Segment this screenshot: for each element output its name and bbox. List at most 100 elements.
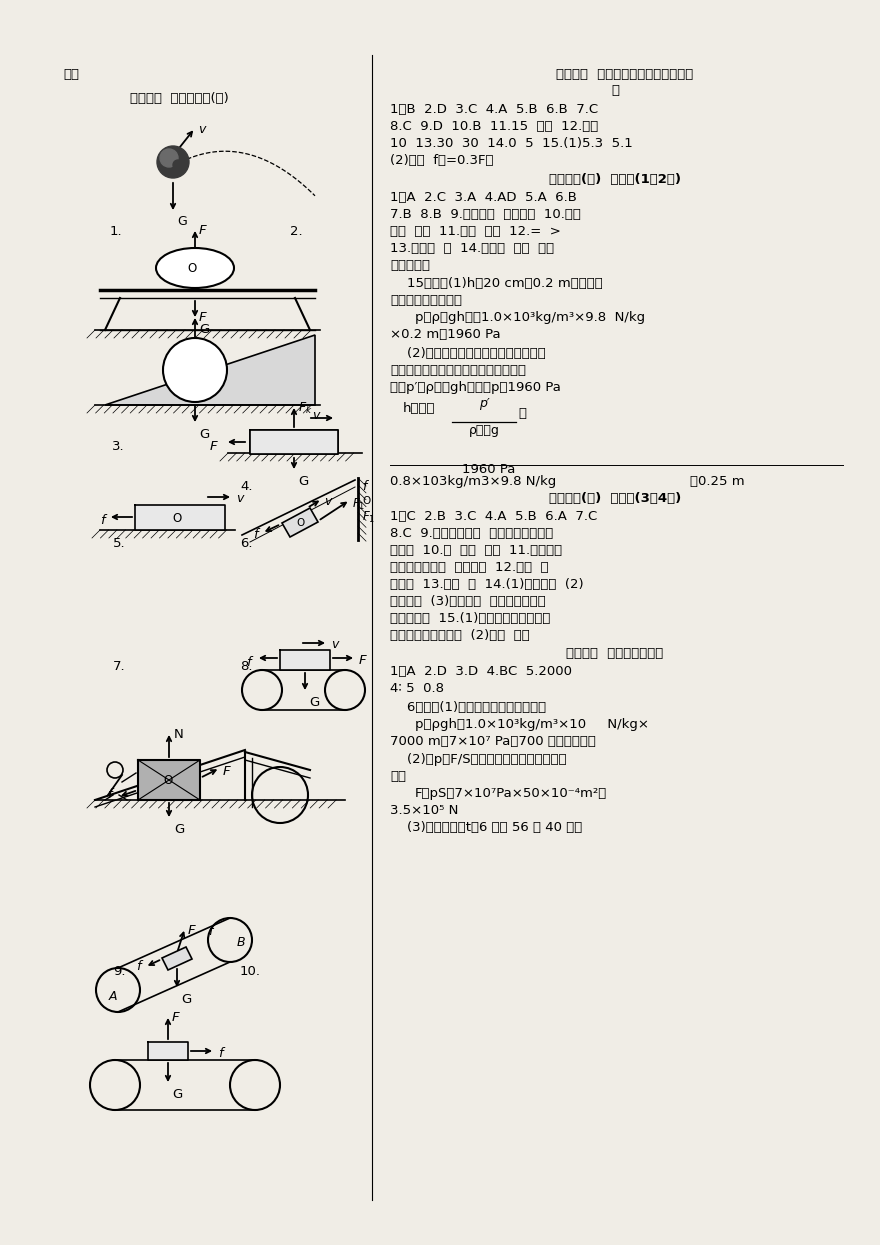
Text: 1.: 1. — [110, 225, 122, 238]
Text: B: B — [237, 936, 246, 950]
Text: 重难专题  压强的综合计算: 重难专题 压强的综合计算 — [567, 647, 664, 660]
Text: (3)上浮时间：t＝6 小时 56 分 40 秒＝: (3)上浮时间：t＝6 小时 56 分 40 秒＝ — [390, 820, 583, 834]
Text: G: G — [199, 428, 209, 441]
Polygon shape — [282, 508, 318, 537]
Circle shape — [173, 161, 183, 171]
Text: 1．B  2.D  3.C  4.A  5.B  6.B  7.C: 1．B 2.D 3.C 4.A 5.B 6.B 7.C — [390, 103, 598, 116]
Text: p＝ρ水gh水＝1.0×10³kg/m³×9.8  N/kg: p＝ρ水gh水＝1.0×10³kg/m³×9.8 N/kg — [415, 311, 645, 324]
FancyBboxPatch shape — [250, 430, 338, 454]
Text: ×0.2 m＝1960 Pa: ×0.2 m＝1960 Pa — [390, 327, 501, 341]
Text: $F_1$: $F_1$ — [352, 497, 365, 512]
Text: f: f — [136, 960, 141, 974]
Text: G: G — [199, 322, 209, 336]
Text: 变大  不变  11.大于  大于  12.=  >: 变大 不变 11.大于 大于 12.= > — [390, 225, 561, 238]
Text: 7.: 7. — [113, 660, 126, 674]
Text: (2)塑料片刚好脱落时，塑料片受到水: (2)塑料片刚好脱落时，塑料片受到水 — [390, 347, 546, 360]
Text: 1．A  2.D  3.D  4.BC  5.2000: 1．A 2.D 3.D 4.BC 5.2000 — [390, 665, 572, 679]
FancyBboxPatch shape — [135, 505, 225, 530]
Text: 液体的密度: 液体的密度 — [390, 259, 430, 271]
Text: G: G — [181, 994, 191, 1006]
Text: O: O — [296, 518, 304, 528]
Circle shape — [157, 146, 189, 178]
Text: 1．A  2.C  3.A  4.AD  5.A  6.B: 1．A 2.C 3.A 4.AD 5.A 6.B — [390, 190, 577, 204]
Text: G: G — [172, 1088, 182, 1101]
Text: G: G — [177, 215, 187, 228]
Text: 7000 m＝7×10⁷ Pa＝700 个标准大气压: 7000 m＝7×10⁷ Pa＝700 个标准大气压 — [390, 735, 596, 748]
Text: $F_1$: $F_1$ — [362, 510, 375, 525]
Text: 15．解：(1)h＝20 cm＝0.2 m，塑料片: 15．解：(1)h＝20 cm＝0.2 m，塑料片 — [390, 276, 603, 290]
Text: h酒精＝: h酒精＝ — [403, 402, 436, 415]
Text: 10  13.30  30  14.0  5  15.(1)5.3  5.1: 10 13.30 30 14.0 5 15.(1)5.3 5.1 — [390, 137, 633, 149]
Text: 6．解：(1)潜水器受到的海水压强：: 6．解：(1)潜水器受到的海水压强： — [390, 701, 546, 713]
Text: f: f — [100, 514, 105, 528]
Text: 进阶测评(三)  第九章(1～2节): 进阶测评(三) 第九章(1～2节) — [549, 173, 681, 186]
Text: F: F — [199, 311, 207, 324]
Polygon shape — [105, 335, 315, 405]
Text: 强越小  13.大于  下  14.(1)大气压强  (2): 强越小 13.大于 下 14.(1)大气压强 (2) — [390, 578, 583, 591]
Text: 4.: 4. — [240, 481, 253, 493]
Text: N: N — [174, 728, 184, 741]
Text: ＝0.25 m: ＝0.25 m — [690, 476, 744, 488]
Text: 1960 Pa: 1960 Pa — [462, 463, 516, 476]
Text: 以，p′＝ρ酒精gh酒精＝p＝1960 Pa: 以，p′＝ρ酒精gh酒精＝p＝1960 Pa — [390, 381, 561, 393]
Text: 8.: 8. — [240, 660, 253, 674]
Text: 9.: 9. — [113, 965, 126, 979]
Text: G: G — [174, 823, 184, 835]
Text: G: G — [298, 476, 308, 488]
Text: (2)匀速  f摩=0.3F压: (2)匀速 f摩=0.3F压 — [390, 154, 494, 167]
Text: ρ酒精g: ρ酒精g — [468, 425, 500, 437]
Text: p＝ρgh＝1.0×10³kg/m³×10     N/kg×: p＝ρgh＝1.0×10³kg/m³×10 N/kg× — [415, 718, 649, 731]
Text: 作图专题  力的示意图(二): 作图专题 力的示意图(二) — [130, 92, 229, 105]
Text: v: v — [312, 410, 319, 422]
Text: ＝: ＝ — [518, 407, 526, 420]
Text: f: f — [362, 481, 366, 493]
FancyBboxPatch shape — [280, 650, 330, 670]
Text: F＝pS＝7×10⁷Pa×50×10⁻⁴m²＝: F＝pS＝7×10⁷Pa×50×10⁻⁴m²＝ — [415, 787, 607, 801]
Text: 3.5×10⁵ N: 3.5×10⁵ N — [390, 804, 458, 817]
Text: 8.C  9.大气压的作用  气体流速越大，压: 8.C 9.大气压的作用 气体流速越大，压 — [390, 527, 554, 540]
Text: v: v — [324, 496, 332, 508]
Text: 摩擦: 摩擦 — [63, 68, 79, 81]
Text: 快，压强小  15.(1)管内外水银面高度差: 快，压强小 15.(1)管内外水银面高度差 — [390, 613, 550, 625]
Text: 管内水银柱高度增大  (2)不会  不会: 管内水银柱高度增大 (2)不会 不会 — [390, 629, 530, 642]
Polygon shape — [162, 947, 192, 970]
Text: O: O — [163, 774, 172, 788]
Text: A: A — [109, 990, 118, 1002]
Text: 4∶ 5  0.8: 4∶ 5 0.8 — [390, 682, 444, 695]
Text: 2.: 2. — [290, 225, 303, 238]
Text: 7.B  8.B  9.增大压强  增大摩擦  10.不变: 7.B 8.B 9.增大压强 增大摩擦 10.不变 — [390, 208, 581, 222]
FancyBboxPatch shape — [138, 759, 200, 801]
Text: 1．C  2.B  3.C  4.A  5.B  6.A  7.C: 1．C 2.B 3.C 4.A 5.B 6.A 7.C — [390, 510, 598, 523]
Text: O: O — [172, 513, 181, 525]
FancyBboxPatch shape — [148, 1042, 188, 1059]
Text: 0.8×103kg/m3×9.8 N/kg: 0.8×103kg/m3×9.8 N/kg — [390, 476, 556, 488]
Circle shape — [163, 337, 227, 402]
Text: 进阶测评(四)  第九章(3～4节): 进阶测评(四) 第九章(3～4节) — [549, 492, 681, 505]
Text: v: v — [331, 637, 339, 651]
Text: F: F — [223, 764, 231, 778]
Text: 6.: 6. — [240, 537, 253, 550]
Text: 液体深度  (3)飞出瓶外  瓶口处空气流速: 液体深度 (3)飞出瓶外 瓶口处空气流速 — [390, 595, 546, 608]
Text: 3.: 3. — [112, 439, 125, 453]
Text: f: f — [208, 925, 212, 937]
Text: 13.连通器  会  14.压强计  漏气  增大: 13.连通器 会 14.压强计 漏气 增大 — [390, 242, 554, 255]
Text: O: O — [362, 496, 370, 505]
Text: v: v — [198, 123, 205, 136]
Text: F: F — [199, 224, 207, 237]
Text: G: G — [309, 696, 319, 708]
Text: 练: 练 — [611, 83, 619, 97]
Text: 5.: 5. — [113, 537, 126, 550]
Text: F: F — [359, 654, 367, 667]
Text: 8.C  9.D  10.B  11.15  减小  12.等于: 8.C 9.D 10.B 11.15 减小 12.等于 — [390, 120, 598, 133]
Text: p′: p′ — [479, 397, 489, 410]
Text: f: f — [246, 656, 251, 669]
Text: (2)由p＝F/S可得，观察窗受到的海水压: (2)由p＝F/S可得，观察窗受到的海水压 — [390, 753, 567, 766]
Text: 强越小  10.大  不变  变小  11.酱油受到: 强越小 10.大 不变 变小 11.酱油受到 — [390, 544, 562, 557]
Text: 受到液体的压强为：: 受到液体的压强为： — [390, 294, 462, 308]
Text: F: F — [210, 441, 217, 453]
Text: f: f — [218, 1047, 223, 1059]
Text: f: f — [253, 528, 258, 540]
Text: 大气压强的作用  打开瓶盖  12.偏向  压: 大气压强的作用 打开瓶盖 12.偏向 压 — [390, 561, 548, 574]
Text: 向上的压强和酒精向下的压强相等，所: 向上的压强和酒精向下的压强相等，所 — [390, 364, 526, 377]
Text: 力：: 力： — [390, 769, 406, 783]
